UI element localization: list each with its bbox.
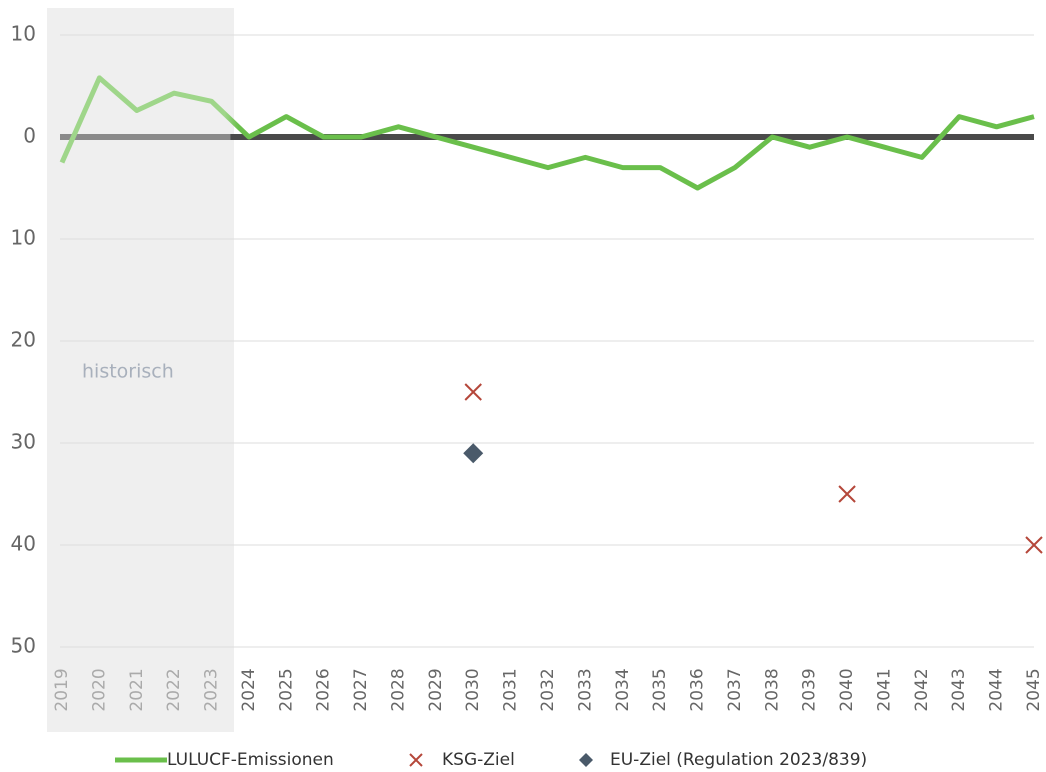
- emission-line: [59, 75, 1035, 191]
- y-tick-label: 30: [11, 430, 36, 454]
- x-tick-label: 2022: [164, 668, 184, 711]
- target-x: [1025, 536, 1043, 554]
- x-tick-label: 2030: [463, 668, 483, 711]
- y-tick-label: 10: [11, 226, 36, 250]
- x-tick-label: 2029: [426, 668, 446, 711]
- x-tick-label: 2043: [949, 668, 969, 711]
- y-tick-label: 50: [11, 634, 36, 658]
- annotation: historisch: [82, 361, 174, 383]
- y-tick-label: 40: [11, 532, 36, 556]
- x-tick-label: 2028: [388, 668, 408, 711]
- x-tick-label: 2021: [127, 668, 147, 711]
- x-tick-label: 2031: [501, 668, 521, 711]
- x-tick-label: 2024: [239, 668, 259, 711]
- x-tick-label: 2023: [202, 668, 222, 711]
- x-tick-label: 2019: [52, 668, 72, 711]
- legend-swatch: [579, 753, 593, 767]
- x-tick-label: 2026: [314, 668, 334, 711]
- x-tick-label: 2033: [575, 668, 595, 711]
- x-tick-label: 2034: [613, 668, 633, 711]
- y-tick-label: 20: [11, 328, 36, 352]
- legend-swatch: [409, 753, 423, 767]
- x-tick-label: 2027: [351, 668, 371, 711]
- x-tick-label: 2036: [688, 668, 708, 711]
- target-x: [464, 383, 482, 401]
- legend-label: KSG-Ziel: [442, 750, 515, 770]
- x-tick-label: 2020: [89, 668, 109, 711]
- x-tick-label: 2037: [725, 668, 745, 711]
- x-tick-label: 2044: [987, 668, 1007, 711]
- y-tick-label: 10: [11, 22, 36, 46]
- x-tick-label: 2040: [837, 668, 857, 711]
- x-tick-label: 2025: [276, 668, 296, 711]
- x-tick-label: 2032: [538, 668, 558, 711]
- x-tick-label: 2035: [650, 668, 670, 711]
- target-x: [838, 485, 856, 503]
- x-tick-label: 2038: [762, 668, 782, 711]
- x-tick-label: 2045: [1024, 668, 1044, 711]
- x-tick-label: 2042: [912, 668, 932, 711]
- x-tick-label: 2041: [874, 668, 894, 711]
- target-diamond: [463, 443, 484, 464]
- y-tick-label: 0: [23, 124, 36, 148]
- legend-label: EU-Ziel (Regulation 2023/839): [610, 750, 867, 770]
- x-tick-label: 2039: [800, 668, 820, 711]
- legend-label: LULUCF-Emissionen: [167, 750, 334, 770]
